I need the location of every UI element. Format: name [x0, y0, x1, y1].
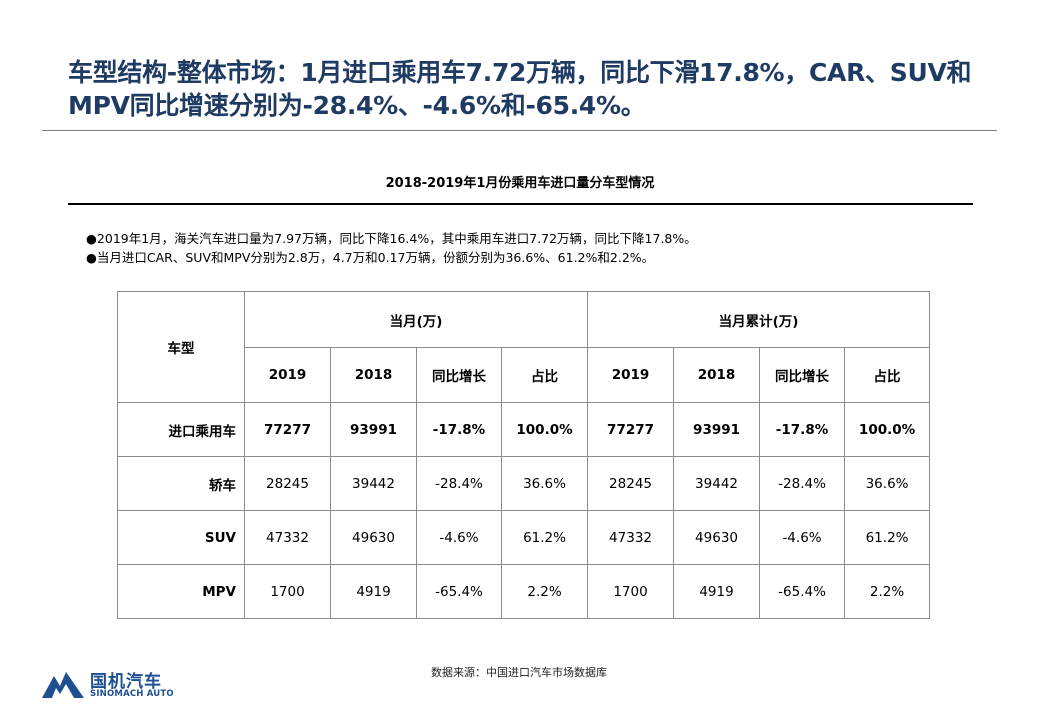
- table-cell: 39442: [673, 456, 761, 511]
- table-cell: -65.4%: [759, 564, 846, 619]
- table-cell: 28245: [587, 456, 675, 511]
- subheader-cell: 同比增长: [759, 347, 846, 403]
- table-cell: 100.0%: [500, 402, 589, 457]
- subheader-cell: 占比: [500, 347, 589, 403]
- subheader-cell: 2019: [244, 347, 331, 403]
- row-label: MPV: [117, 564, 245, 619]
- table-cell: 39442: [330, 456, 417, 511]
- logo-name-cn: 国机汽车: [90, 672, 162, 692]
- table-cell: 77277: [587, 402, 675, 457]
- header-current-month: 当月(万): [243, 291, 589, 348]
- title-divider: [42, 130, 997, 131]
- row-label: SUV: [117, 510, 245, 565]
- row-label: 轿车: [117, 456, 245, 511]
- table-caption: 2018-2019年1月份乘用车进口量分车型情况: [385, 176, 655, 191]
- bullet-2: ●当月进口CAR、SUV和MPV分别为2.8万，4.7万和0.17万辆，份额分别…: [86, 250, 655, 265]
- data-source-note: 数据来源：中国进口汽车市场数据库: [431, 666, 607, 679]
- table-cell: 4919: [330, 564, 417, 619]
- table-cell: 100.0%: [844, 402, 931, 457]
- table-cell: 61.2%: [500, 510, 589, 565]
- table-cell: 36.6%: [500, 456, 589, 511]
- company-logo: 国机汽车 SINOMACH AUTO: [40, 666, 180, 706]
- table-cell: -65.4%: [416, 564, 502, 619]
- table-cell: 47332: [244, 510, 331, 565]
- table-row: MPV 1700 4919 -65.4% 2.2% 1700 4919 -65.…: [117, 564, 931, 619]
- subheader-cell: 2019: [587, 347, 675, 403]
- table-cell: 28245: [244, 456, 331, 511]
- table-cell: 77277: [244, 402, 331, 457]
- table-cell: 1700: [587, 564, 675, 619]
- table-row: 进口乘用车 77277 93991 -17.8% 100.0% 77277 93…: [117, 402, 931, 457]
- sinomach-logo-icon: [42, 672, 84, 698]
- table-cell: -4.6%: [759, 510, 846, 565]
- table-cell: -28.4%: [759, 456, 846, 511]
- subheader-cell: 2018: [673, 347, 761, 403]
- table-cell: -4.6%: [416, 510, 502, 565]
- table-cell: 61.2%: [844, 510, 931, 565]
- table-cell: 93991: [673, 402, 761, 457]
- table-cell: 4919: [673, 564, 761, 619]
- subheader-cell: 占比: [844, 347, 931, 403]
- logo-name-en: SINOMACH AUTO: [90, 689, 174, 699]
- table-cell: 49630: [673, 510, 761, 565]
- table-cell: -28.4%: [416, 456, 502, 511]
- table-cell: 47332: [587, 510, 675, 565]
- table-row: SUV 47332 49630 -4.6% 61.2% 47332 49630 …: [117, 510, 931, 565]
- import-data-table: 车型 当月(万) 当月累计(万) 2019 2018 同比增长 占比 2019 …: [117, 291, 931, 619]
- table-cell: 2.2%: [844, 564, 931, 619]
- header-vehicle-type: 车型: [117, 291, 245, 403]
- row-label: 进口乘用车: [117, 402, 245, 457]
- table-cell: -17.8%: [759, 402, 846, 457]
- table-cell: 2.2%: [500, 564, 589, 619]
- table-cell: -17.8%: [416, 402, 502, 457]
- header-cumulative: 当月累计(万): [587, 291, 931, 348]
- bullet-1: ●2019年1月，海关汽车进口量为7.97万辆，同比下降16.4%，其中乘用车进…: [86, 231, 697, 246]
- table-cell: 93991: [330, 402, 417, 457]
- subheader-cell: 同比增长: [416, 347, 502, 403]
- table-cell: 49630: [330, 510, 417, 565]
- table-row: 轿车 28245 39442 -28.4% 36.6% 28245 39442 …: [117, 456, 931, 511]
- caption-divider: [68, 203, 973, 205]
- table-cell: 1700: [244, 564, 331, 619]
- subheader-cell: 2018: [330, 347, 417, 403]
- table-cell: 36.6%: [844, 456, 931, 511]
- summary-bullets: ●2019年1月，海关汽车进口量为7.97万辆，同比下降16.4%，其中乘用车进…: [86, 229, 697, 267]
- page-title: 车型结构-整体市场：1月进口乘用车7.72万辆，同比下滑17.8%，CAR、SU…: [68, 58, 972, 120]
